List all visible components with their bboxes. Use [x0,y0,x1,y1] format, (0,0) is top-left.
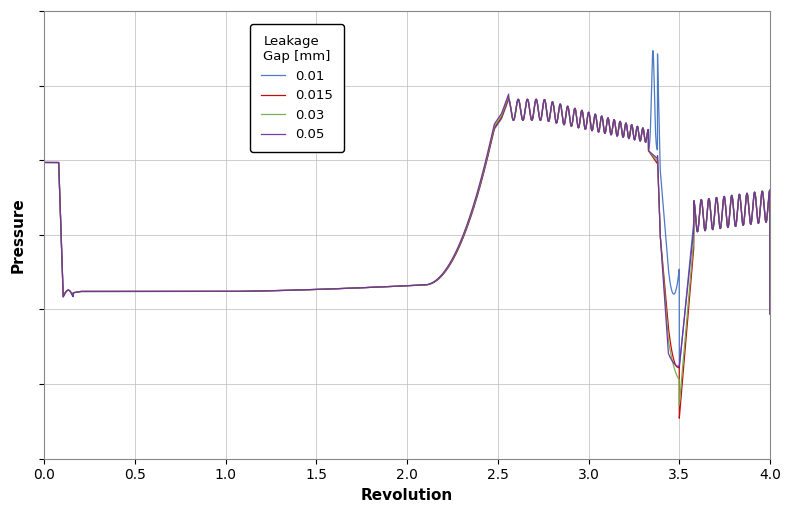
0.03 [675,402,684,408]
0.05 [76,288,86,295]
0.05 [616,122,626,128]
0.01 [675,365,684,372]
0.05 [469,201,478,208]
Line: 0.03: 0.03 [44,96,770,405]
Line: 0.05: 0.05 [44,94,770,366]
0.015 [616,122,626,128]
0.01 [76,288,86,295]
0.03 [765,311,775,317]
0.015 [469,204,478,210]
0.01 [469,205,478,211]
0.015 [504,95,513,101]
0.03 [40,159,49,166]
0.05 [675,363,684,370]
0.03 [469,203,478,209]
0.05 [303,287,312,293]
0.03 [501,102,510,108]
0.03 [616,122,626,128]
0.05 [577,108,587,115]
Y-axis label: Pressure: Pressure [11,197,26,273]
0.015 [675,415,684,421]
0.01 [303,287,312,293]
0.05 [504,91,513,97]
0.015 [501,104,510,111]
Line: 0.01: 0.01 [44,50,770,369]
0.01 [501,105,510,112]
0.03 [577,108,587,114]
0.05 [40,159,49,166]
0.01 [40,159,49,166]
0.05 [501,100,510,106]
0.01 [616,121,626,127]
0.03 [504,93,513,99]
0.01 [648,47,657,53]
0.015 [577,108,587,114]
0.015 [303,287,312,293]
Legend: 0.01, 0.015, 0.03, 0.05: 0.01, 0.015, 0.03, 0.05 [250,25,344,152]
0.015 [765,311,775,317]
0.03 [76,288,86,295]
0.03 [303,287,312,293]
0.05 [765,311,775,317]
0.015 [40,159,49,166]
0.01 [577,107,587,114]
Line: 0.015: 0.015 [44,98,770,418]
0.015 [76,288,86,295]
0.01 [765,311,775,317]
X-axis label: Revolution: Revolution [361,488,453,503]
